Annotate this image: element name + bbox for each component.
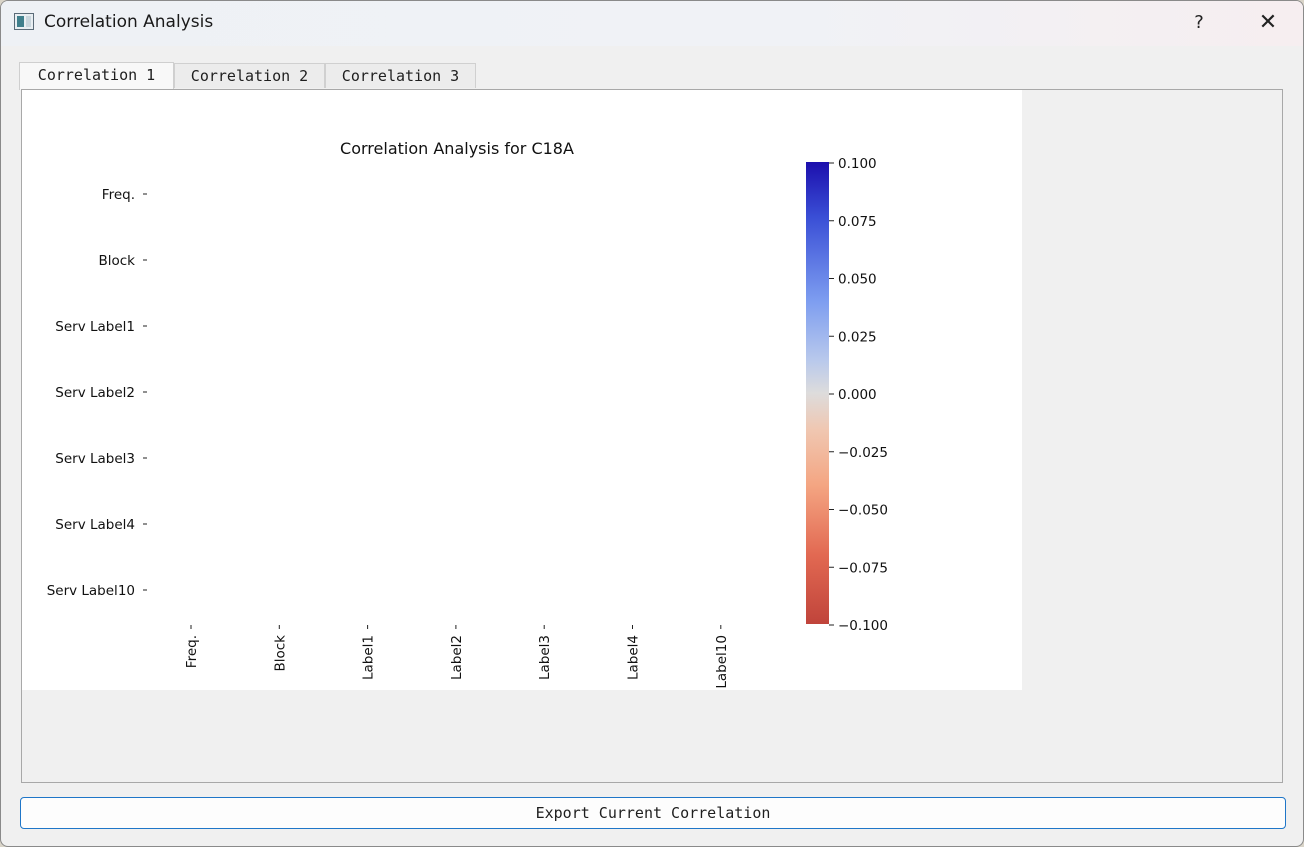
colorbar-tick-label: −0.100	[838, 618, 888, 634]
row-label: Serv Label1	[55, 319, 135, 335]
close-button[interactable]: ✕	[1258, 10, 1278, 35]
tab-correlation-2[interactable]: Correlation 2	[174, 63, 325, 88]
column-label: Label10	[714, 635, 730, 689]
colorbar-tick-label: −0.075	[838, 560, 888, 576]
export-correlation-button[interactable]: Export Current Correlation	[20, 797, 1286, 829]
help-button[interactable]: ?	[1194, 12, 1204, 33]
column-labels: Freq. Block Label1 Label2 Label3 Label4 Label1…	[184, 625, 730, 689]
title-bar[interactable]: Correlation Analysis ? ✕	[1, 1, 1303, 46]
colorbar-tick-label: 0.075	[838, 214, 877, 230]
row-label: Serv Label10	[47, 583, 135, 599]
column-label: Block	[272, 635, 288, 672]
column-label: Label1	[361, 635, 377, 680]
window-title: Correlation Analysis	[44, 12, 214, 32]
row-label: Serv Label3	[55, 451, 135, 467]
tab-correlation-1[interactable]: Correlation 1	[19, 62, 174, 90]
colorbar	[806, 162, 829, 624]
row-label: Freq.	[102, 187, 135, 203]
colorbar-tick-label: 0.000	[838, 387, 877, 403]
column-label: Label2	[449, 635, 465, 680]
heatmap-chart: Correlation Analysis for C18A Freq. Block…	[47, 139, 888, 689]
row-label: Serv Label4	[55, 517, 135, 533]
chart-title: Correlation Analysis for C18A	[340, 139, 574, 158]
heatmap-figure: Correlation Analysis for C18A Freq. Block…	[22, 90, 1022, 690]
row-label: Serv Label2	[55, 385, 135, 401]
colorbar-tick-label: −0.025	[838, 445, 888, 461]
tab-correlation-3[interactable]: Correlation 3	[325, 63, 476, 88]
column-label: Label4	[626, 635, 642, 680]
column-label: Label3	[537, 635, 553, 680]
colorbar-tick-label: 0.050	[838, 272, 877, 288]
colorbar-ticks: 0.100 0.075 0.050 0.025 0.000 −0.025 −0.050 −0.…	[829, 156, 888, 634]
app-icon	[14, 13, 34, 30]
colorbar-tick-label: −0.050	[838, 503, 888, 519]
row-labels: Freq. Block Serv Label1 Serv Label2 Serv Lab…	[47, 187, 147, 599]
colorbar-tick-label: 0.100	[838, 156, 877, 172]
colorbar-tick-label: 0.025	[838, 329, 877, 345]
column-label: Freq.	[184, 635, 200, 668]
row-label: Block	[98, 253, 135, 269]
